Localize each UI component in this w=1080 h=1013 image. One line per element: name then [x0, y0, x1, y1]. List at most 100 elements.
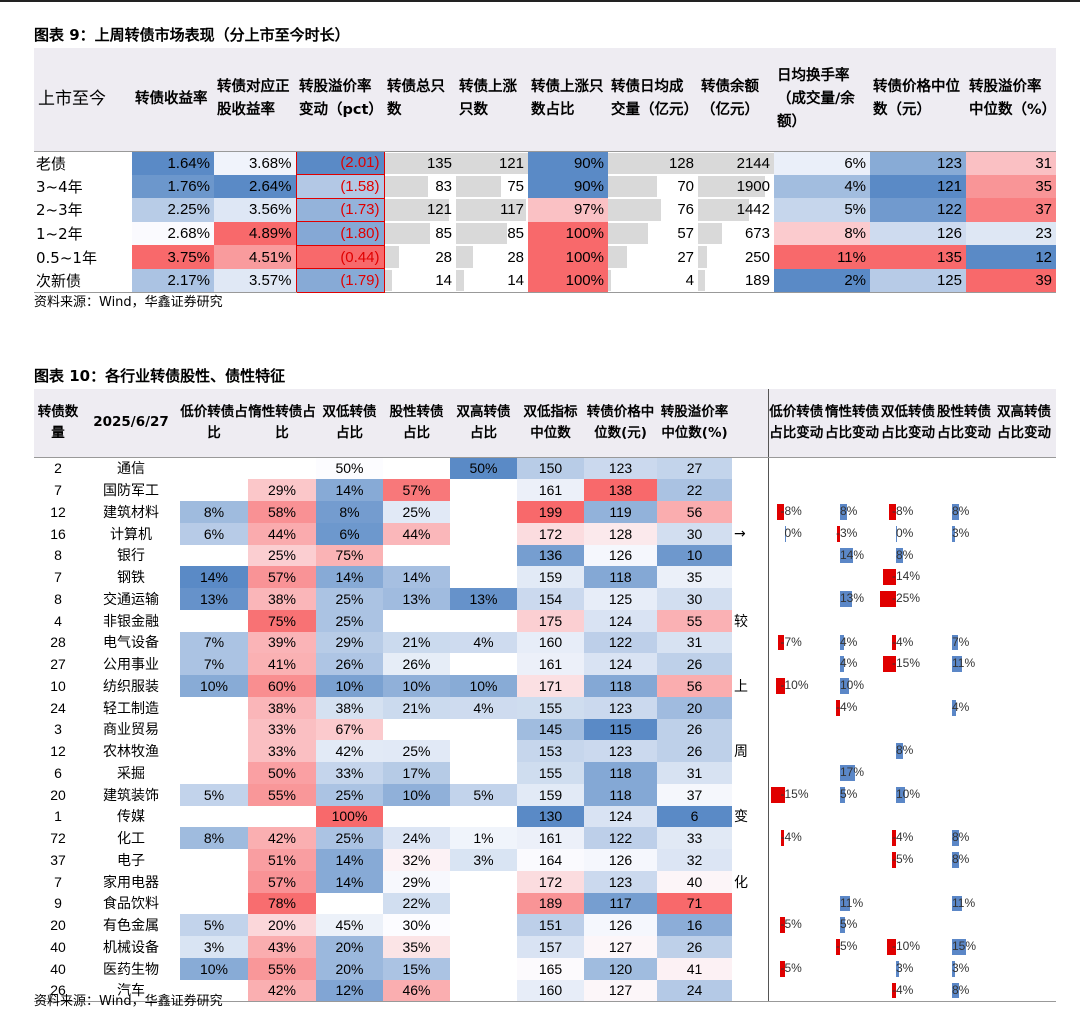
t2-count: 20 [50, 786, 66, 803]
bond-market-table: 上市至今 转债收益率 转债对应正股收益率 转股溢价率变动（pct） 转债总只数 转债上涨只… [34, 48, 1056, 294]
t2-change-label: 8% [840, 504, 858, 518]
t2-cell-price: 123 [584, 457, 657, 480]
t2-change-1 [824, 740, 880, 762]
t2-cell-inert: 29% [248, 479, 316, 501]
t2-header-3: 惰性转债占比 [248, 389, 316, 458]
t2-change-3: 3% [936, 523, 992, 545]
t2-change-0 [768, 566, 824, 588]
t2-change-2: -4% [880, 979, 936, 1003]
t2-change-1 [824, 958, 880, 980]
t1-databar [608, 152, 698, 174]
t1-header-5: 转债上涨只数 [456, 48, 528, 152]
t2-cell-low: 10% [180, 675, 248, 697]
t2-row: 8 银行 25% 75% 136 126 10 14% 8% [34, 544, 1056, 567]
t2-cell-dlow_idx: 161 [517, 827, 584, 849]
t1-cell-stock_ret: 4.51% [214, 245, 296, 269]
t1-cell-prem_med: 37 [966, 198, 1056, 222]
t2-mid-label [732, 653, 769, 675]
t2-cell-equity: 10% [383, 675, 450, 697]
t2-cell-dlow: 14% [316, 566, 383, 588]
t2-cell-low: 7% [180, 631, 248, 654]
t1-cell-prem_chg: (1.80) [295, 221, 385, 246]
t1-cell-turnover: 2% [774, 268, 870, 294]
t2-change-2: -15% [880, 653, 936, 675]
t2-row: 24 轻工制造 38% 38% 21% 4% 155 123 20 -4% 4% [34, 696, 1056, 719]
t2-cell-prem: 33 [657, 827, 732, 849]
t2-cell-inert: 75% [248, 609, 316, 632]
t2-change-0 [768, 936, 824, 958]
t1-cell-prem_med: 35 [966, 174, 1056, 199]
t2-change-3: 8% [936, 849, 992, 871]
t2-change-bar [892, 982, 896, 999]
t2-cell-low [180, 849, 248, 871]
t2-industry: 化工 [117, 831, 145, 848]
t2-cell-prem: 24 [657, 979, 732, 1003]
t2-cell-price: 118 [584, 675, 657, 697]
t2-cell-inert: 55% [248, 783, 316, 806]
t2-cell-dlow_idx: 175 [517, 609, 584, 632]
t2-cell-price: 124 [584, 653, 657, 675]
t2-cell-equity: 24% [383, 827, 450, 849]
t1-cell-price_med: 122 [870, 198, 966, 222]
t2-row: 72 化工 8% 42% 25% 24% 1% 161 122 33 -4% -4% 8% [34, 827, 1056, 849]
t2-change-1: 13% [824, 588, 880, 610]
t2-change-0: -5% [768, 914, 824, 936]
t2-industry: 轻工制造 [103, 700, 159, 717]
t2-cell-dlow_idx: 153 [517, 740, 584, 762]
t2-cell-prem: 31 [657, 631, 732, 654]
t2-change-3: 11% [936, 893, 992, 915]
t2-change-1 [824, 610, 880, 632]
t2-count: 72 [50, 830, 66, 847]
t2-change-bar [840, 786, 845, 803]
t1-databar [698, 199, 750, 221]
t2-cell-equity: 17% [383, 762, 450, 784]
t2-row: 10 纺织服装 10% 60% 10% 10% 10% 171 118 56 上 -10% 10% [34, 675, 1056, 697]
t1-header-3: 转股溢价率变动（pct） [296, 48, 384, 152]
t2-cell-low: 8% [180, 827, 248, 849]
t2-cell-equity: 44% [383, 522, 450, 545]
t1-cell-value: 100% [565, 272, 604, 290]
t2-cell-inert: 33% [248, 740, 316, 762]
t2-cell-price: 123 [584, 740, 657, 762]
t1-cell-value: 11% [837, 248, 866, 266]
table1-title: 图表 9：上周转债市场表现（分上市至今时长） [34, 26, 350, 44]
t2-mid-label [732, 827, 769, 849]
t2-row: 12 农林牧渔 33% 42% 25% 153 123 26 周 8% [34, 740, 1056, 762]
t1-cell-balance: 673 [698, 222, 774, 246]
t2-cell-equity: 29% [383, 870, 450, 893]
t2-change-label: -5% [780, 960, 802, 975]
t1-header-7: 转债日均成交量（亿元） [608, 48, 698, 152]
t1-cell-value: 90% [573, 154, 604, 172]
t1-cell-price_med: 125 [870, 268, 966, 294]
t1-cell-value: 100% [565, 225, 604, 243]
t1-cell-turnover: 5% [774, 198, 870, 222]
t2-industry: 有色金属 [103, 918, 159, 935]
t1-cell-volume: 4 [608, 268, 698, 294]
t2-change-3 [936, 566, 992, 588]
t2-change-0: -5% [768, 958, 824, 980]
t2-change-bar [840, 547, 853, 564]
t2-mid-label: 变 [732, 805, 769, 828]
t2-change-label: 0% [896, 525, 914, 540]
t1-header-2: 转债对应正股收益率 [214, 48, 296, 152]
t2-cell-dlow: 14% [316, 479, 383, 501]
t2-mid-label [732, 457, 769, 480]
t1-cell-value: 1.76% [167, 177, 210, 195]
t2-cell-dlow_idx: 164 [517, 849, 584, 871]
t2-cell-dhigh: 13% [450, 588, 517, 610]
t1-cell-value: 31 [1035, 154, 1052, 172]
t1-cell-value: 3.57% [248, 272, 292, 290]
t2-cell-price: 119 [584, 501, 657, 523]
t1-header-1: 转债收益率 [132, 48, 214, 152]
t2-cell-inert: 58% [248, 501, 316, 523]
t2-cell-low [180, 979, 248, 1003]
t2-change-label: 15% [952, 939, 977, 953]
t1-cell-value: 121 [498, 154, 524, 172]
t2-change-0 [768, 871, 824, 893]
t2-change-1 [824, 827, 880, 849]
t1-cell-turnover: 8% [774, 221, 870, 246]
t2-cell-dlow_idx: 172 [517, 870, 584, 893]
t1-databar [384, 199, 449, 221]
t2-header-13: 双低转债占比变动 [880, 389, 936, 458]
t2-cell-price: 126 [584, 914, 657, 936]
